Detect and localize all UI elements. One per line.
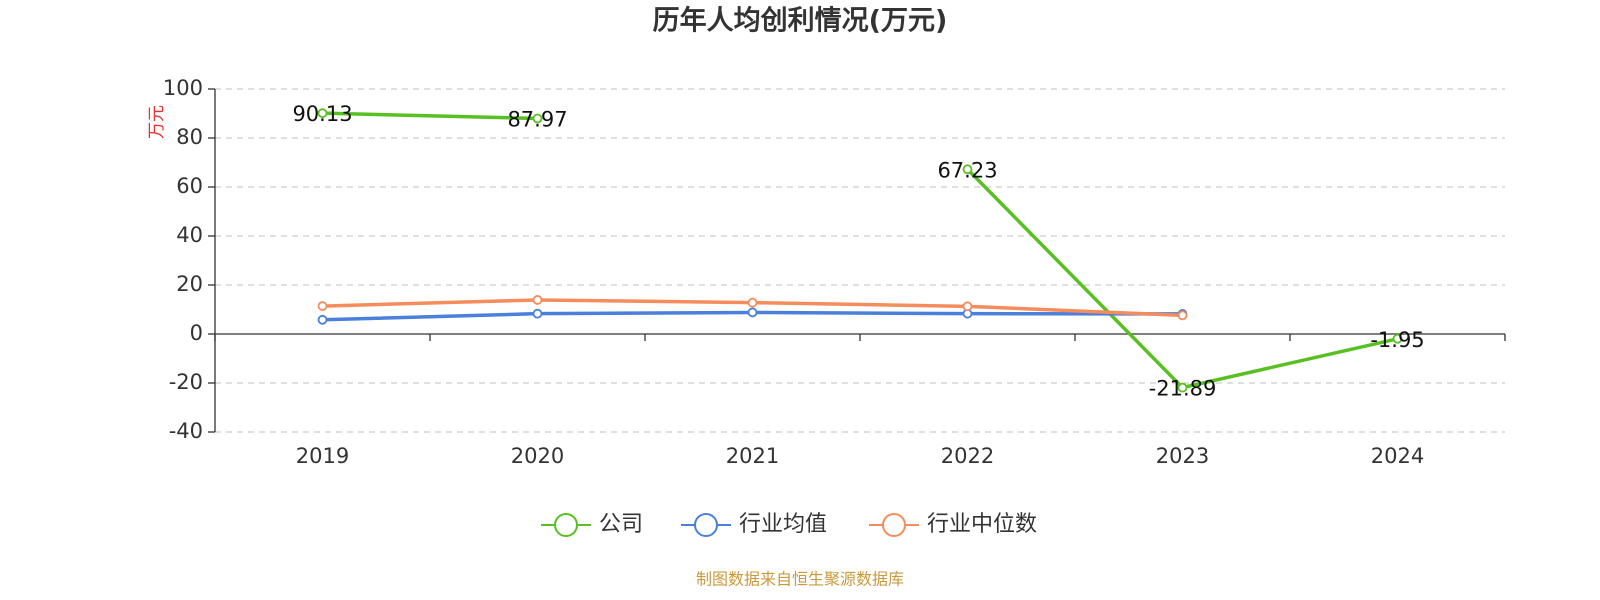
data-point bbox=[962, 301, 973, 312]
legend-label: 行业均值 bbox=[739, 512, 827, 537]
data-point bbox=[1177, 310, 1188, 321]
data-point bbox=[317, 301, 328, 311]
x-tick-label: 2019 bbox=[296, 444, 349, 468]
data-point bbox=[962, 164, 973, 175]
data-point bbox=[317, 314, 328, 325]
data-label: -21.89 bbox=[1149, 377, 1217, 401]
legend-marker bbox=[694, 513, 718, 537]
data-point bbox=[1392, 333, 1403, 344]
data-label: 67.23 bbox=[937, 158, 997, 182]
y-tick-label: 80 bbox=[176, 125, 203, 149]
x-tick-label: 2021 bbox=[726, 444, 779, 468]
data-label: 87.97 bbox=[507, 107, 567, 131]
legend-label: 公司 bbox=[599, 512, 643, 537]
series-line bbox=[322, 111, 1398, 390]
x-tick-label: 2022 bbox=[941, 444, 994, 468]
data-point bbox=[532, 308, 543, 319]
x-tick-label: 2020 bbox=[511, 444, 564, 468]
x-tick-label: 2023 bbox=[1156, 444, 1209, 468]
y-axis-label: 万元 bbox=[147, 105, 167, 139]
y-tick-label: 0 bbox=[190, 321, 203, 345]
y-tick-label: 40 bbox=[176, 223, 203, 247]
y-tick-label: 20 bbox=[176, 272, 203, 296]
chart-title: 历年人均创利情况(万元) bbox=[653, 5, 948, 37]
y-tick-label: 60 bbox=[176, 174, 203, 198]
legend-label: 行业中位数 bbox=[927, 512, 1037, 537]
data-point bbox=[747, 297, 758, 308]
y-tick-label: -20 bbox=[169, 370, 203, 394]
y-tick-label: -40 bbox=[169, 419, 203, 443]
data-point bbox=[1177, 382, 1188, 393]
y-tick-label: 100 bbox=[163, 76, 203, 100]
data-label: -1.95 bbox=[1370, 328, 1424, 352]
data-point bbox=[532, 113, 543, 124]
legend-marker bbox=[882, 513, 906, 537]
data-point bbox=[532, 295, 543, 305]
data-point bbox=[317, 108, 328, 119]
source-note: 制图数据来自恒生聚源数据库 bbox=[696, 570, 904, 589]
x-tick-label: 2024 bbox=[1371, 444, 1424, 468]
data-point bbox=[747, 307, 758, 318]
legend-marker bbox=[554, 513, 578, 537]
data-label: 90.13 bbox=[292, 102, 352, 126]
